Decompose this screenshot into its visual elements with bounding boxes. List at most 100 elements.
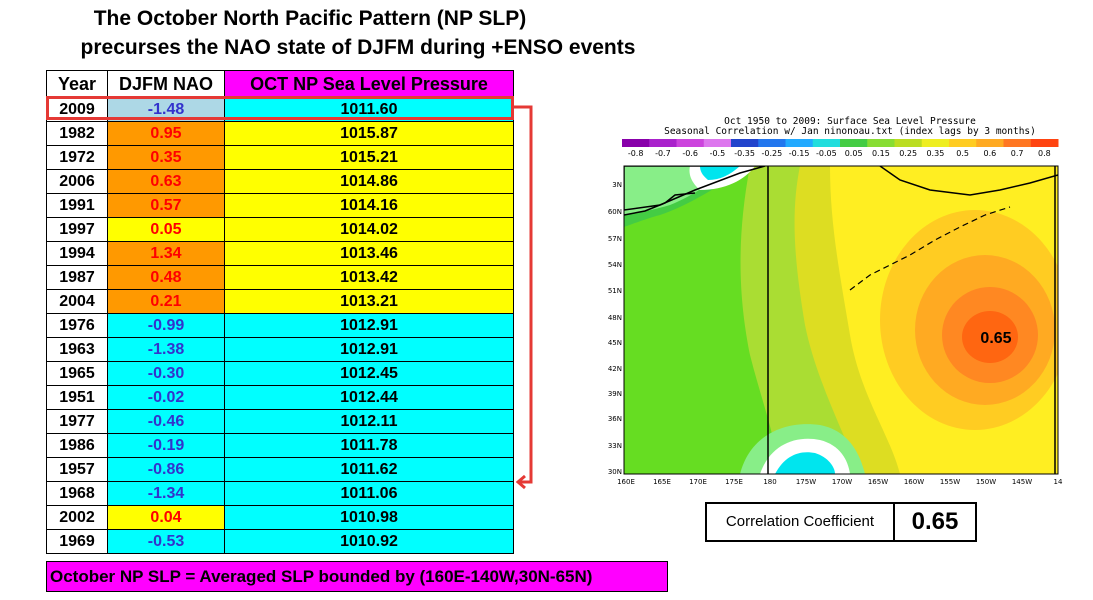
cell-year: 2004	[46, 289, 108, 314]
cell-djfm-nao: -1.34	[107, 481, 225, 506]
cell-year: 2006	[46, 169, 108, 194]
cell-oct-np-slp: 1012.45	[224, 361, 514, 386]
colorbar-label: -0.35	[734, 149, 755, 158]
map-field	[624, 166, 1058, 474]
coastline-alaska	[879, 166, 1058, 196]
field-cyan-nw	[700, 166, 740, 180]
coastline-kamchatka	[624, 192, 696, 216]
title-line-1: The October North Pacific Pattern (NP SL…	[93, 7, 527, 30]
cell-oct-np-slp: 1015.21	[224, 145, 514, 170]
map-x-tick: 165E	[653, 478, 671, 485]
header-djfm-nao: DJFM NAO	[107, 70, 225, 98]
title-line-2: precurses the NAO state of DJFM during +…	[80, 36, 636, 59]
cell-year: 1968	[46, 481, 108, 506]
cell-djfm-nao: -0.53	[107, 529, 225, 554]
colorbar-label: 0.7	[1011, 149, 1024, 158]
table-row: 2002 0.04 1010.98	[46, 505, 514, 530]
cell-djfm-nao: -0.46	[107, 409, 225, 434]
map-y-tick: 42N	[608, 365, 622, 373]
map-y-tick: 54N	[608, 261, 622, 269]
cell-djfm-nao: -0.19	[107, 433, 225, 458]
aleutian-islands	[849, 206, 1011, 291]
table-row: 1969 -0.53 1010.92	[46, 529, 514, 554]
colorbar-label: 0.15	[872, 149, 890, 158]
cell-year: 1991	[46, 193, 108, 218]
cell-djfm-nao: -0.02	[107, 385, 225, 410]
correlation-value: 0.65	[911, 508, 959, 535]
cell-oct-np-slp: 1014.02	[224, 217, 514, 242]
map-x-tick: 180	[763, 478, 776, 485]
map-y-tick: 39N	[608, 390, 622, 398]
table-row: 1994 1.34 1013.46	[46, 241, 514, 266]
colorbar-swatch	[703, 139, 732, 147]
cell-oct-np-slp: 1013.46	[224, 241, 514, 266]
table-header-row: Year DJFM NAO OCT NP Sea Level Pressure	[46, 70, 514, 98]
cell-year: 1977	[46, 409, 108, 434]
cell-year: 1997	[46, 217, 108, 242]
link-arrow	[514, 105, 533, 490]
colorbar-swatch	[1030, 139, 1059, 147]
cell-year: 1994	[46, 241, 108, 266]
cell-oct-np-slp: 1013.42	[224, 265, 514, 290]
table-body: 2009 -1.48 1011.60 1982 0.95 1015.87 1972 0.35 1…	[46, 97, 514, 554]
cell-djfm-nao: -0.99	[107, 313, 225, 338]
colorbar-label: -0.8	[628, 149, 644, 158]
correlation-box: Correlation Coefficient 0.65	[705, 502, 977, 542]
cell-djfm-nao: -1.38	[107, 337, 225, 362]
colorbar-label: -0.25	[762, 149, 783, 158]
colorbar-swatch	[758, 139, 786, 147]
cell-djfm-nao: 0.05	[107, 217, 225, 242]
colorbar-label: -0.5	[710, 149, 726, 158]
colorbar-swatch	[812, 139, 841, 147]
map-y-tick: 60N	[608, 208, 622, 216]
cell-year: 1986	[46, 433, 108, 458]
table-row: 1968 -1.34 1011.06	[46, 481, 514, 506]
map-max-label: 0.65	[980, 330, 1011, 347]
map-y-ticks: 3N 60N 57N 54N 51N 48N 45N 42N 39N 36N 33N 30N	[608, 181, 622, 476]
map-y-tick: 51N	[608, 287, 622, 295]
table-row: 1982 0.95 1015.87	[46, 121, 514, 146]
cell-year: 1969	[46, 529, 108, 554]
cell-oct-np-slp: 1012.91	[224, 313, 514, 338]
cell-djfm-nao: 0.57	[107, 193, 225, 218]
colorbar-swatch	[649, 139, 677, 147]
table-row: 1991 0.57 1014.16	[46, 193, 514, 218]
table-row: 1951 -0.02 1012.44	[46, 385, 514, 410]
map-x-tick: 175E	[725, 478, 743, 485]
highlight-box-2009	[46, 96, 514, 120]
map-x-tick: 145W	[1012, 478, 1032, 485]
colorbar-label: 0.5	[956, 149, 969, 158]
cell-djfm-nao: 0.21	[107, 289, 225, 314]
map-y-tick: 45N	[608, 339, 622, 347]
table-row: 1977 -0.46 1012.11	[46, 409, 514, 434]
colorbar-swatch	[622, 139, 650, 147]
cell-year: 1982	[46, 121, 108, 146]
cell-oct-np-slp: 1012.44	[224, 385, 514, 410]
colorbar-swatch	[840, 139, 868, 147]
cell-djfm-nao: 1.34	[107, 241, 225, 266]
header-oct-np-slp: OCT NP Sea Level Pressure	[224, 70, 514, 98]
colorbar-swatch	[921, 139, 950, 147]
cell-oct-np-slp: 1010.92	[224, 529, 514, 554]
cell-djfm-nao: 0.04	[107, 505, 225, 530]
cell-year: 1963	[46, 337, 108, 362]
map-x-tick: 14	[1054, 478, 1063, 485]
cell-oct-np-slp: 1011.62	[224, 457, 514, 482]
cell-djfm-nao: 0.63	[107, 169, 225, 194]
colorbar-swatch	[1003, 139, 1032, 147]
cell-djfm-nao: -0.86	[107, 457, 225, 482]
map-x-tick: 155W	[940, 478, 960, 485]
table-row: 1976 -0.99 1012.91	[46, 313, 514, 338]
link-arrow-head	[515, 474, 526, 490]
cell-oct-np-slp: 1013.21	[224, 289, 514, 314]
cell-djfm-nao: 0.48	[107, 265, 225, 290]
colorbar-swatch	[949, 139, 977, 147]
map-x-ticks: 160E 165E 170E 175E 180 175W 170W 165W 160W 155W 1…	[617, 478, 1063, 485]
colorbar-swatch	[731, 139, 759, 147]
table-row: 2006 0.63 1014.86	[46, 169, 514, 194]
cell-oct-np-slp: 1012.11	[224, 409, 514, 434]
link-arrow-line	[514, 105, 533, 484]
cell-djfm-nao: -0.30	[107, 361, 225, 386]
colorbar-swatch	[894, 139, 923, 147]
map-y-tick: 3N	[612, 181, 622, 189]
